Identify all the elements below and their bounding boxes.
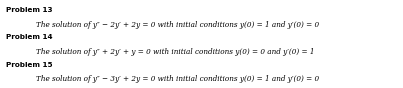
Text: Problem 15: Problem 15	[6, 62, 53, 68]
Text: The solution of y″ + 2y′ + y = 0 with initial conditions y(0) = 0 and y′(0) = 1: The solution of y″ + 2y′ + y = 0 with in…	[36, 48, 315, 56]
Text: Problem 14: Problem 14	[6, 34, 52, 40]
Text: Problem 13: Problem 13	[6, 7, 52, 13]
Text: The solution of y″ − 2y′ + 2y = 0 with initial conditions y(0) = 1 and y′(0) = 0: The solution of y″ − 2y′ + 2y = 0 with i…	[36, 21, 320, 29]
Text: The solution of y″ − 3y′ + 2y = 0 with initial conditions y(0) = 1 and y′(0) = 0: The solution of y″ − 3y′ + 2y = 0 with i…	[36, 75, 320, 83]
